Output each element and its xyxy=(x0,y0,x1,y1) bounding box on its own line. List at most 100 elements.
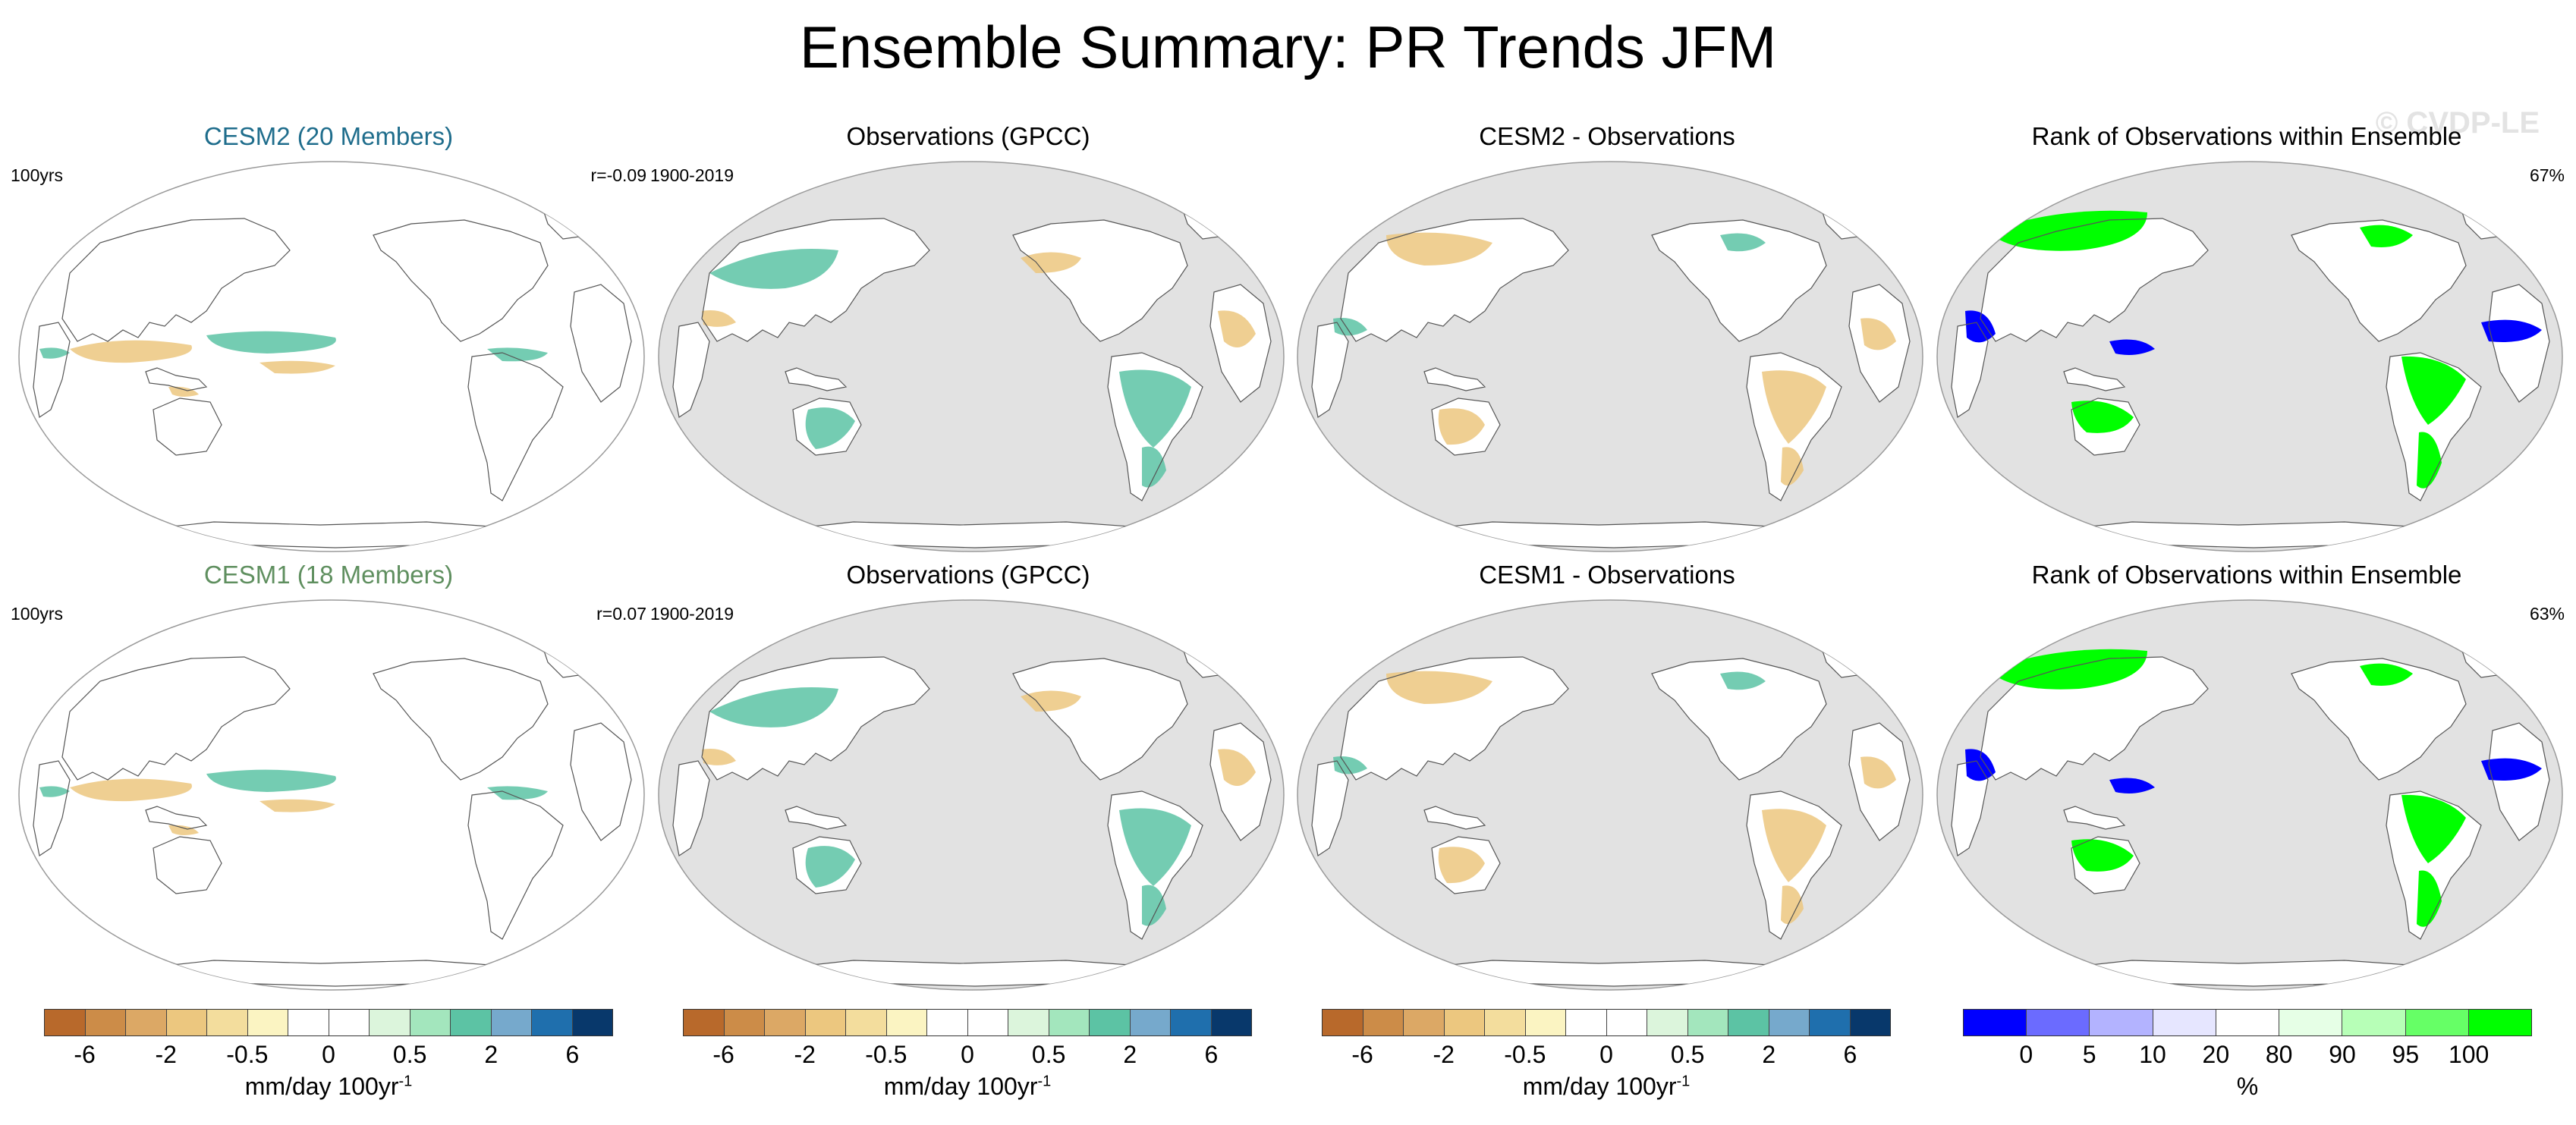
colorbar-box xyxy=(1090,1010,1131,1035)
land-eurasia xyxy=(62,657,290,780)
coastline-northamerica xyxy=(2291,658,2467,781)
colorbar-box xyxy=(45,1010,86,1035)
colorbar-boxes xyxy=(1963,1009,2532,1036)
colorbar-tick-label: 6 xyxy=(1204,1041,1219,1068)
anomaly-region xyxy=(1218,749,1256,786)
anomaly-region xyxy=(2481,319,2542,342)
coastline-africa_east xyxy=(1209,722,1272,841)
map-rank-7 xyxy=(1936,599,2563,991)
colorbar-box xyxy=(1525,1010,1566,1035)
stat-label: r=-0.09 xyxy=(590,165,646,185)
land-northamerica xyxy=(2291,658,2466,780)
colorbar-tick-label: 100 xyxy=(2448,1041,2490,1068)
land-africa_east xyxy=(571,284,631,402)
coastline-indonesia xyxy=(2063,367,2126,391)
land-eurasia xyxy=(702,218,929,341)
anomaly-region xyxy=(39,347,70,359)
colorbar-tick-label: 20 xyxy=(2202,1041,2230,1068)
colorbar-box xyxy=(1606,1010,1647,1035)
colorbar-box xyxy=(1211,1010,1251,1035)
colorbar-box xyxy=(1810,1010,1851,1035)
anomaly-region xyxy=(2360,225,2413,247)
colorbar-box xyxy=(2090,1010,2153,1035)
land-indonesia xyxy=(1424,806,1485,829)
land-antarctica xyxy=(131,960,533,986)
land-antarctica xyxy=(770,960,1172,986)
coastline-southamerica xyxy=(2386,790,2482,940)
coastline-africa_east xyxy=(1209,284,1272,403)
land-africa xyxy=(673,761,709,856)
coastline-southamerica xyxy=(1746,352,1842,501)
map-panel-diff: CESM1 - Observations xyxy=(1288,560,1926,992)
land-southamerica xyxy=(468,353,563,501)
anomaly-region xyxy=(2417,870,2442,927)
coastline-eurasia xyxy=(1980,656,2209,781)
anomaly-region xyxy=(2401,356,2466,425)
anomaly-region xyxy=(1386,671,1492,704)
anomaly-region xyxy=(1720,671,1766,690)
colorbar-box xyxy=(765,1010,806,1035)
colorbar-box xyxy=(886,1010,927,1035)
coastline-africa_east xyxy=(570,284,632,403)
anomaly-region xyxy=(206,769,336,792)
stat-label: 63% xyxy=(2529,604,2565,624)
colorbar-boxes xyxy=(44,1009,613,1036)
colorbar-box xyxy=(1444,1010,1485,1035)
coastline-africa xyxy=(1951,322,1989,418)
map-panel-rank: Rank of Observations within Ensemble 63% xyxy=(1927,560,2566,992)
land-africa xyxy=(33,761,70,856)
colorbar-box xyxy=(1687,1010,1728,1035)
panel-title: Rank of Observations within Ensemble xyxy=(2031,561,2462,589)
colorbar-tick-label: 0.5 xyxy=(392,1041,427,1068)
colorbar-unit: mm/day 100yr xyxy=(883,1073,1038,1100)
coastline-southamerica xyxy=(467,790,564,940)
colorbar-box xyxy=(2405,1010,2469,1035)
coastline-africa_east xyxy=(1848,284,1911,403)
colorbar-box xyxy=(166,1010,207,1035)
colorbar-tick-label: 90 xyxy=(2329,1041,2356,1068)
anomaly-region xyxy=(1860,756,1896,789)
anomaly-region xyxy=(70,778,192,802)
land-africa_east xyxy=(2489,723,2549,841)
land-africa xyxy=(673,322,709,417)
colorbar-box xyxy=(288,1010,329,1035)
coastline-southamerica xyxy=(1107,790,1203,940)
land-antarctica xyxy=(131,522,533,548)
anomaly-region xyxy=(206,331,336,354)
coastline-africa_east xyxy=(2488,722,2550,841)
coastline-australia xyxy=(153,398,222,456)
colorbar-box xyxy=(2468,1010,2531,1035)
panel-title: CESM2 (20 Members) xyxy=(203,122,454,150)
land-northamerica xyxy=(2291,220,2466,341)
anomaly-region xyxy=(1438,408,1485,445)
colorbar-box xyxy=(1171,1010,1212,1035)
map-diff-2 xyxy=(1297,161,1923,552)
colorbar-box xyxy=(2027,1010,2090,1035)
anomaly-region xyxy=(259,799,335,812)
anomaly-region xyxy=(1762,809,1826,882)
colorbar-box xyxy=(451,1010,492,1035)
colorbar-box xyxy=(846,1010,887,1035)
colorbar-ticks: -6 -2 -0.5 0 0.5 2 6 xyxy=(683,1041,1252,1071)
colorbar-box xyxy=(2153,1010,2216,1035)
anomaly-region xyxy=(709,687,838,727)
anomaly-region xyxy=(487,347,548,362)
colorbar-box xyxy=(370,1010,410,1035)
colorbar-box xyxy=(491,1010,532,1035)
colorbar-tick-label: 6 xyxy=(565,1041,580,1068)
colorbar-tick-label: 2 xyxy=(1123,1041,1137,1068)
coastline-southamerica xyxy=(2386,352,2482,501)
colorbar-tick-label: 0 xyxy=(961,1041,974,1068)
land-eurasia xyxy=(62,218,290,341)
map-rank-3 xyxy=(1936,161,2563,552)
colorbar-tick-label: -0.5 xyxy=(865,1041,907,1068)
anomaly-region xyxy=(2071,401,2134,433)
colorbar-tick-label: 95 xyxy=(2392,1041,2420,1068)
colorbar-box xyxy=(1049,1010,1090,1035)
coastline-australia xyxy=(2071,836,2140,894)
panel-title: Observations (GPCC) xyxy=(846,122,1090,150)
anomaly-region xyxy=(2401,794,2466,863)
anomaly-region xyxy=(702,749,736,765)
stat-label: r=0.07 xyxy=(596,604,646,624)
colorbar-box xyxy=(967,1010,1008,1035)
